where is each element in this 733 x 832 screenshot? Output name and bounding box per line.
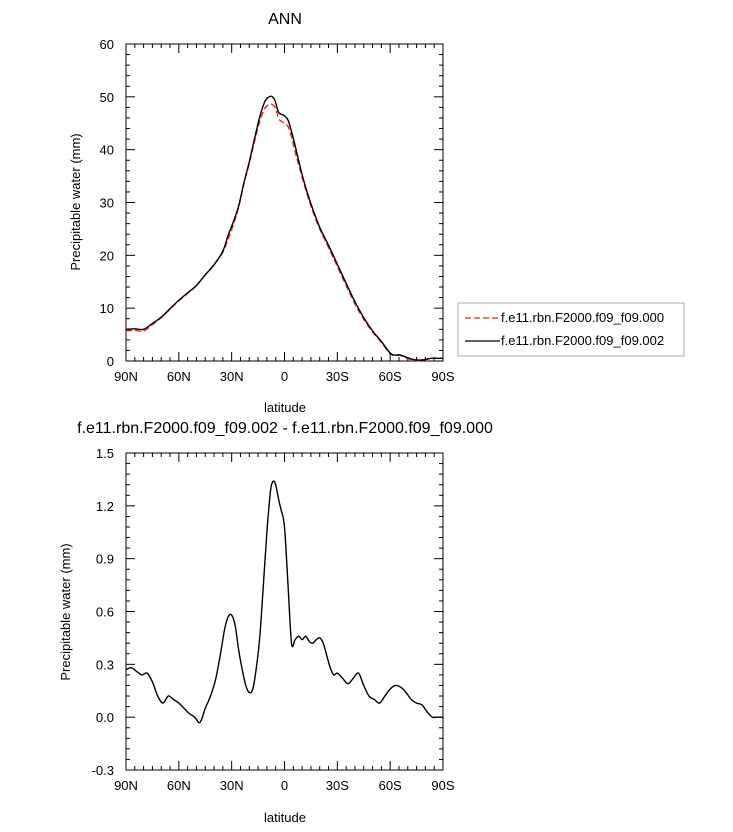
legend-box [457,302,685,357]
x-tick-label: 30S [326,369,349,384]
y-tick-label: -0.3 [92,763,114,778]
legend-label-series-1: f.e11.rbn.F2000.f09_f09.002 [501,333,664,348]
legend-label-series-0: f.e11.rbn.F2000.f09_f09.000 [501,310,664,325]
y-tick-label: 1.2 [96,499,114,514]
x-tick-label: 30N [220,369,244,384]
x-tick-label: 30S [326,778,349,793]
chart-title: ANN [268,11,302,28]
y-tick-label: 10 [100,301,114,316]
y-tick-label: 1.5 [96,446,114,461]
y-axis-label: Precipitable water (mm) [68,133,83,270]
x-tick-label: 60N [167,369,191,384]
y-tick-label: 30 [100,196,114,211]
y-axis-label-bottom: Precipitable water (mm) [58,543,73,680]
y-tick-label: 60 [100,37,114,52]
x-axis-label-bottom: latitude [264,810,306,825]
x-tick-label: 60S [379,778,402,793]
series-line-0 [125,103,443,362]
plot-frame [125,452,444,771]
top-plot-area: 90N 60N 30N 0 30S 60S 90S 0 10 20 30 40 50 60 [100,37,455,384]
y-tick-label: 0.3 [96,657,114,672]
x-tick-label: 0 [281,369,288,384]
y-tick-label: 0.0 [96,710,114,725]
y-tick-label: 20 [100,248,114,263]
series-line-1 [125,95,443,361]
y-tick-label: 0 [107,354,114,369]
y-tick-label: 0.6 [96,605,114,620]
x-tick-label: 60S [379,369,402,384]
y-tick-label: 0.9 [96,552,114,567]
x-tick-label: 90N [114,369,138,384]
y-tick-label: 40 [100,143,114,158]
y-tick-label: 50 [100,90,114,105]
plot-frame [125,43,444,362]
series-line-0 [125,480,443,724]
x-tick-label: 0 [281,778,288,793]
x-axis-label: latitude [264,400,306,415]
x-tick-label: 90S [431,369,454,384]
legend: f.e11.rbn.F2000.f09_f09.000 f.e11.rbn.F2… [457,302,685,357]
bottom-chart-panel: f.e11.rbn.F2000.f09_f09.002 - f.e11.rbn.… [58,420,493,825]
bottom-plot-area: 90N 60N 30N 0 30S 60S 90S -0.3 0.0 0.3 0.6 0.9 1.2 1.… [92,446,455,793]
x-tick-label: 30N [220,778,244,793]
x-tick-label: 60N [167,778,191,793]
x-tick-label: 90S [431,778,454,793]
difference-chart-title: f.e11.rbn.F2000.f09_f09.002 - f.e11.rbn.… [77,420,493,437]
top-chart-panel: ANN 90N 60N 30N 0 30S 60S 90S 0 10 20 30 40 50 60 lat… [68,11,685,415]
x-tick-label: 90N [114,778,138,793]
